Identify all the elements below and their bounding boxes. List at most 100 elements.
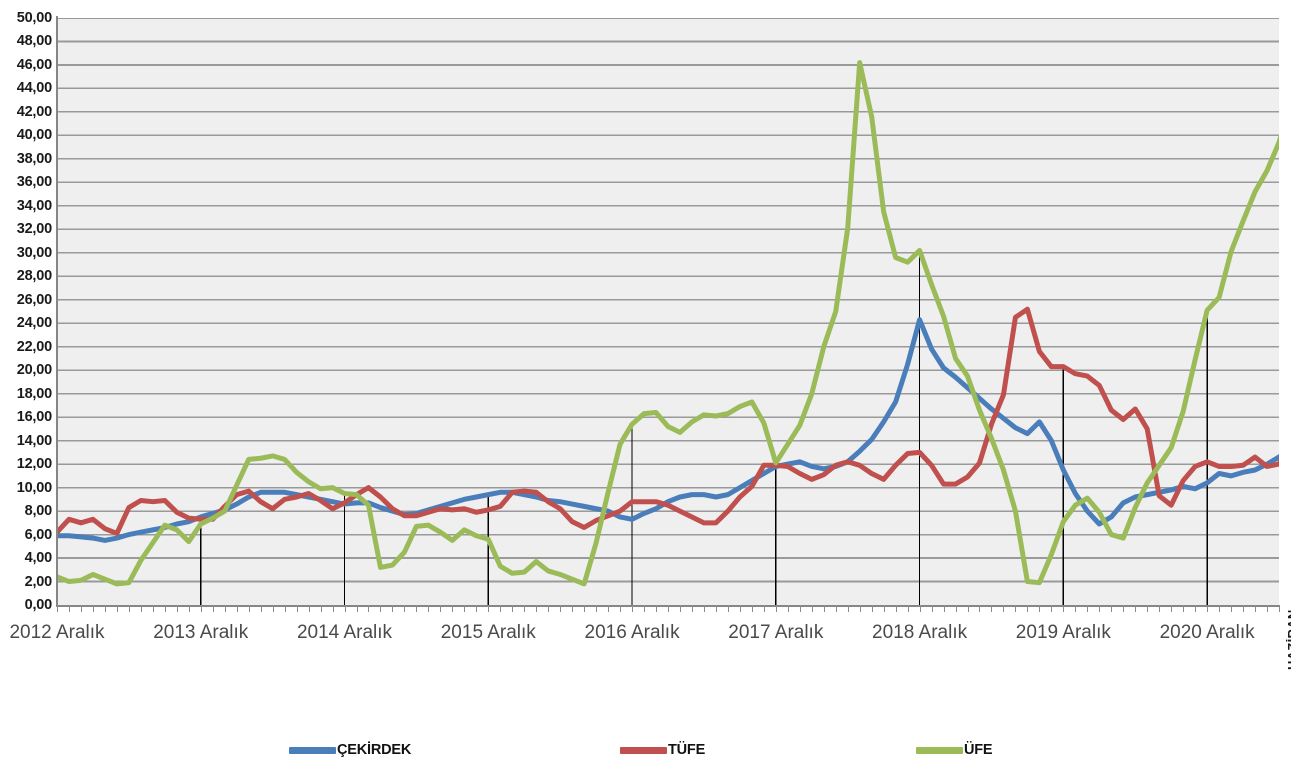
x-minor-tick — [1267, 605, 1269, 612]
x-minor-tick — [392, 605, 394, 612]
x-minor-tick — [979, 605, 981, 612]
y-tick-label: 10,00 — [16, 479, 52, 496]
x-minor-tick — [943, 605, 945, 612]
x-minor-tick — [548, 605, 550, 612]
x-minor-tick — [1171, 605, 1173, 612]
x-minor-tick — [679, 605, 681, 612]
x-minor-tick — [727, 605, 729, 612]
y-tick-label: 32,00 — [16, 221, 52, 238]
x-minor-tick — [344, 605, 346, 612]
x-minor-tick — [1159, 605, 1161, 612]
x-minor-tick — [452, 605, 454, 612]
x-minor-tick — [644, 605, 646, 612]
legend-color-swatch — [289, 746, 336, 754]
x-axis-tick-labels: 2012 Aralık 2013 Aralık 2014 Aralık 2015 Ar… — [0, 609, 1291, 672]
x-minor-tick — [991, 605, 993, 612]
x-minor-tick — [488, 605, 490, 612]
x-minor-tick — [152, 605, 154, 612]
x-minor-tick — [296, 605, 298, 612]
x-minor-tick — [368, 605, 370, 612]
legend-label: ÜFE — [964, 742, 993, 758]
x-minor-tick — [560, 605, 562, 612]
x-minor-tick — [212, 605, 214, 612]
y-tick-label: 8,00 — [24, 503, 53, 520]
x-minor-tick — [823, 605, 825, 612]
x-minor-tick — [224, 605, 226, 612]
x-tick-label: 2015 Aralık — [440, 622, 536, 643]
series-canvas — [57, 18, 1279, 605]
y-tick-label: 12,00 — [16, 456, 52, 473]
x-minor-tick — [967, 605, 969, 612]
x-minor-tick — [260, 605, 262, 612]
x-minor-tick — [140, 605, 142, 612]
x-minor-tick — [332, 605, 334, 612]
x-minor-tick — [428, 605, 430, 612]
x-minor-tick — [128, 605, 130, 612]
x-minor-tick — [1123, 605, 1125, 612]
x-minor-tick — [1099, 605, 1101, 612]
x-tick-label: 2016 Aralık — [584, 622, 680, 643]
y-tick-label: 26,00 — [16, 291, 52, 308]
x-minor-tick — [656, 605, 658, 612]
x-minor-tick — [584, 605, 586, 612]
x-minor-tick — [799, 605, 801, 612]
chart-legend: ÇEKİRDEK TÜFE ÜFE — [0, 742, 1291, 772]
x-minor-tick — [416, 605, 418, 612]
x-tick-label: 2019 Aralık — [1015, 622, 1111, 643]
x-minor-tick — [104, 605, 106, 612]
x-minor-tick — [883, 605, 885, 612]
legend-item-üfe[interactable]: ÜFE — [916, 742, 993, 758]
x-minor-tick — [356, 605, 358, 612]
x-minor-tick — [1087, 605, 1089, 612]
y-tick-label: 24,00 — [16, 315, 52, 332]
x-minor-tick — [272, 605, 274, 612]
y-tick-label: 22,00 — [16, 338, 52, 355]
x-minor-tick — [1111, 605, 1113, 612]
x-tick-label: 2013 Aralık — [153, 622, 249, 643]
x-minor-tick — [1255, 605, 1257, 612]
legend-color-swatch — [916, 746, 963, 754]
x-minor-tick — [1243, 605, 1245, 612]
x-minor-tick — [200, 605, 202, 612]
legend-item-çeki̇rdek[interactable]: ÇEKİRDEK — [289, 742, 411, 758]
x-minor-tick — [512, 605, 514, 612]
x-minor-tick — [1231, 605, 1233, 612]
y-tick-label: 4,00 — [24, 550, 53, 567]
x-minor-tick — [572, 605, 574, 612]
y-tick-label: 18,00 — [16, 385, 52, 402]
x-minor-tick — [1039, 605, 1041, 612]
y-tick-label: 40,00 — [16, 127, 52, 144]
legend-label: TÜFE — [668, 742, 706, 758]
x-minor-tick — [1027, 605, 1029, 612]
y-tick-label: 48,00 — [16, 33, 52, 50]
x-minor-tick — [751, 605, 753, 612]
x-minor-tick — [1279, 605, 1280, 612]
x-minor-tick — [164, 605, 166, 612]
series-line-üfe — [57, 60, 1279, 587]
legend-item-tüfe[interactable]: TÜFE — [620, 742, 705, 758]
x-tick-label: 2020 Aralık — [1159, 622, 1255, 643]
y-tick-label: 36,00 — [16, 174, 52, 191]
x-tick-label: 2012 Aralık — [9, 622, 105, 643]
x-minor-tick — [871, 605, 873, 612]
x-minor-tick — [248, 605, 250, 612]
x-tick-label: 2017 Aralık — [728, 622, 824, 643]
x-minor-tick — [536, 605, 538, 612]
x-minor-tick — [380, 605, 382, 612]
x-minor-tick — [811, 605, 813, 612]
series-line-çeki̇rdek — [57, 317, 1279, 543]
y-tick-label: 0,00 — [24, 597, 53, 613]
y-tick-label: 44,00 — [16, 80, 52, 97]
x-minor-tick — [596, 605, 598, 612]
x-minor-tick — [80, 605, 82, 612]
x-minor-tick — [859, 605, 861, 612]
series-line-tüfe — [57, 306, 1279, 536]
x-minor-tick — [1051, 605, 1053, 612]
y-tick-label: 2,00 — [24, 573, 53, 590]
x-minor-tick — [1003, 605, 1005, 612]
x-minor-tick — [691, 605, 693, 612]
x-minor-tick — [1147, 605, 1149, 612]
x-minor-tick — [524, 605, 526, 612]
x-minor-tick — [236, 605, 238, 612]
x-minor-tick — [703, 605, 705, 612]
